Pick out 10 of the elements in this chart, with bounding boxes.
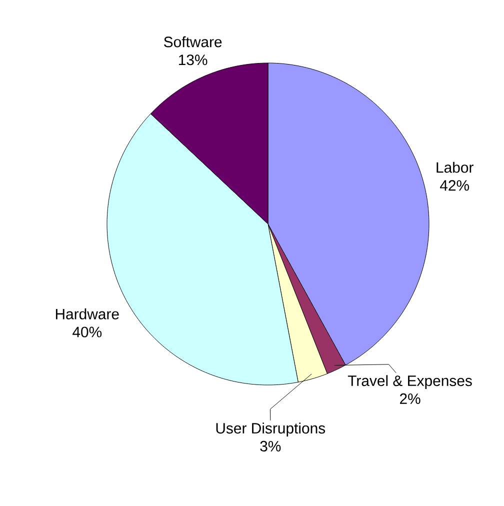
data-label: 2% (400, 393, 420, 404)
data-label: 13% (179, 54, 208, 66)
data-label: 3% (260, 440, 281, 452)
data-label: 42% (440, 180, 470, 191)
slice-label: Travel & Expenses (348, 375, 472, 390)
data-label: 40% (72, 326, 102, 338)
slice-label: User Disruptions (216, 422, 326, 437)
slice-label: Hardware (56, 308, 119, 320)
slice-label: Software (164, 36, 222, 48)
slice-label: Labor (436, 162, 474, 173)
